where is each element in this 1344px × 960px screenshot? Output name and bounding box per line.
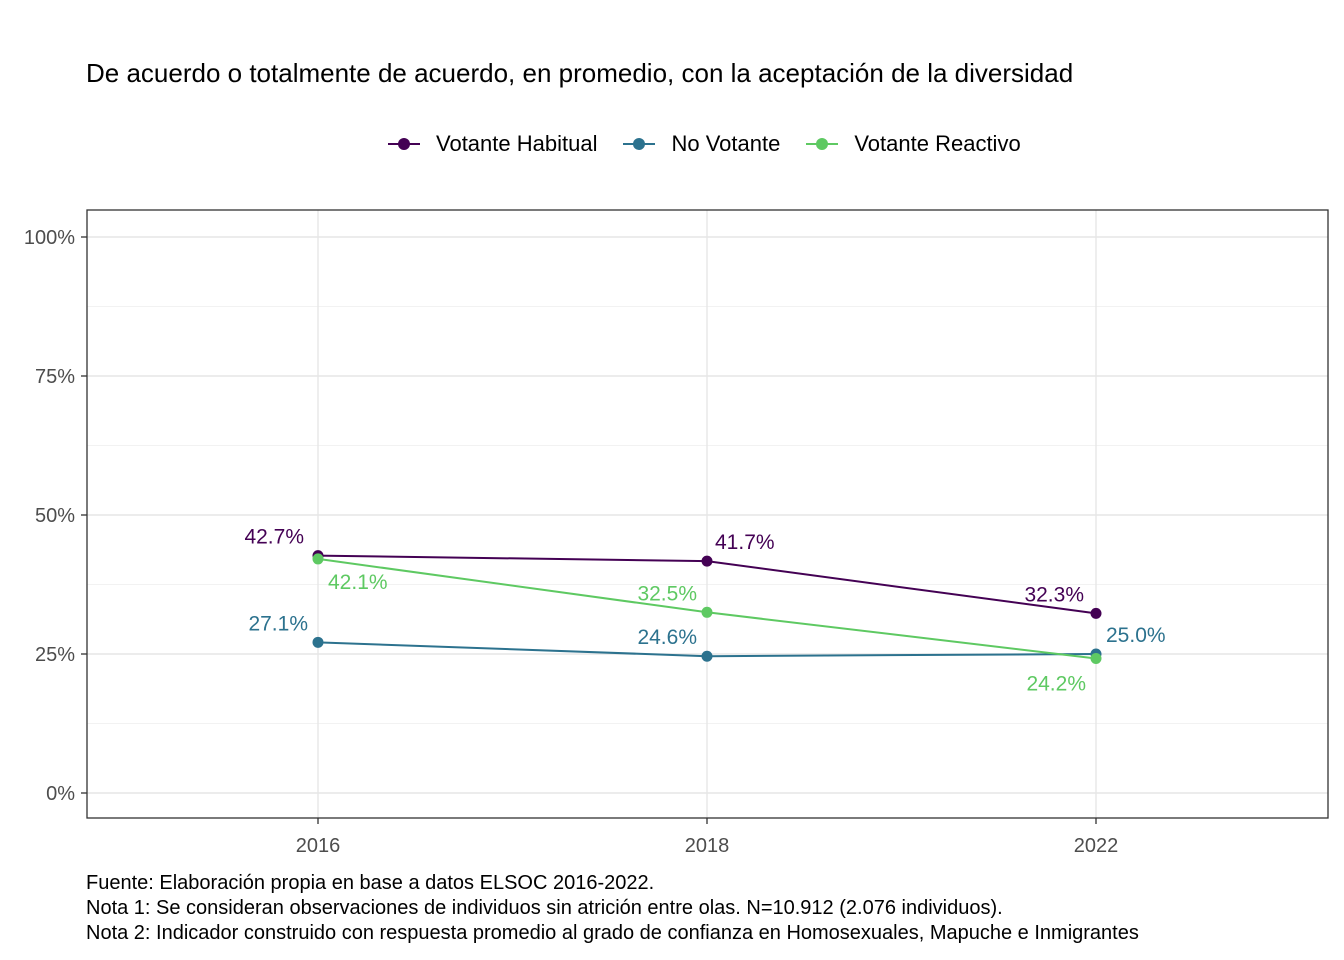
data-point-votante-reactivo xyxy=(1090,652,1102,664)
data-label-votante-habitual: 42.7% xyxy=(244,526,304,549)
x-tick-label: 2018 xyxy=(685,835,730,857)
caption-note-1: Nota 1: Se consideran observaciones de i… xyxy=(86,897,1003,919)
data-label-votante-reactivo: 32.5% xyxy=(637,582,697,605)
legend-label-no-votante: No Votante xyxy=(671,131,781,156)
legend-label-votante-habitual: Votante Habitual xyxy=(436,131,598,156)
data-point-votante-habitual xyxy=(1090,607,1102,619)
legend-item-no-votante: No Votante xyxy=(619,128,780,160)
data-point-votante-reactivo xyxy=(312,553,324,565)
data-label-votante-habitual: 32.3% xyxy=(1024,583,1084,606)
y-tick-label: 100% xyxy=(24,227,75,249)
data-label-votante-reactivo: 24.2% xyxy=(1026,672,1086,695)
data-point-votante-reactivo xyxy=(701,606,713,618)
data-label-votante-reactivo: 42.1% xyxy=(328,571,388,594)
legend-key-votante-habitual xyxy=(384,128,424,160)
x-tick-label: 2016 xyxy=(296,835,341,857)
data-label-no-votante: 25.0% xyxy=(1106,624,1166,647)
chart-title: De acuerdo o totalmente de acuerdo, en p… xyxy=(86,58,1074,88)
legend-item-votante-habitual: Votante Habitual xyxy=(384,128,597,160)
data-label-no-votante: 27.1% xyxy=(248,612,308,635)
chart-caption: Fuente: Elaboración propia en base a dat… xyxy=(86,871,1139,946)
legend-item-votante-reactivo: Votante Reactivo xyxy=(802,128,1021,160)
data-label-votante-habitual: 41.7% xyxy=(715,531,775,554)
data-point-votante-habitual xyxy=(701,555,713,567)
data-point-no-votante xyxy=(312,636,324,648)
y-tick-label: 0% xyxy=(46,783,75,805)
x-tick-label: 2022 xyxy=(1074,835,1119,857)
data-label-no-votante: 24.6% xyxy=(637,626,697,649)
chart-legend: Votante Habitual No Votante Votante Reac… xyxy=(384,128,1043,160)
legend-label-votante-reactivo: Votante Reactivo xyxy=(854,131,1021,156)
legend-key-no-votante xyxy=(619,128,659,160)
legend-key-votante-reactivo xyxy=(802,128,842,160)
y-tick-label: 75% xyxy=(35,366,75,388)
data-point-no-votante xyxy=(701,650,713,662)
caption-source: Fuente: Elaboración propia en base a dat… xyxy=(86,872,655,894)
y-tick-label: 25% xyxy=(35,644,75,666)
caption-note-2: Nota 2: Indicador construido con respues… xyxy=(86,922,1139,944)
y-tick-label: 50% xyxy=(35,505,75,527)
